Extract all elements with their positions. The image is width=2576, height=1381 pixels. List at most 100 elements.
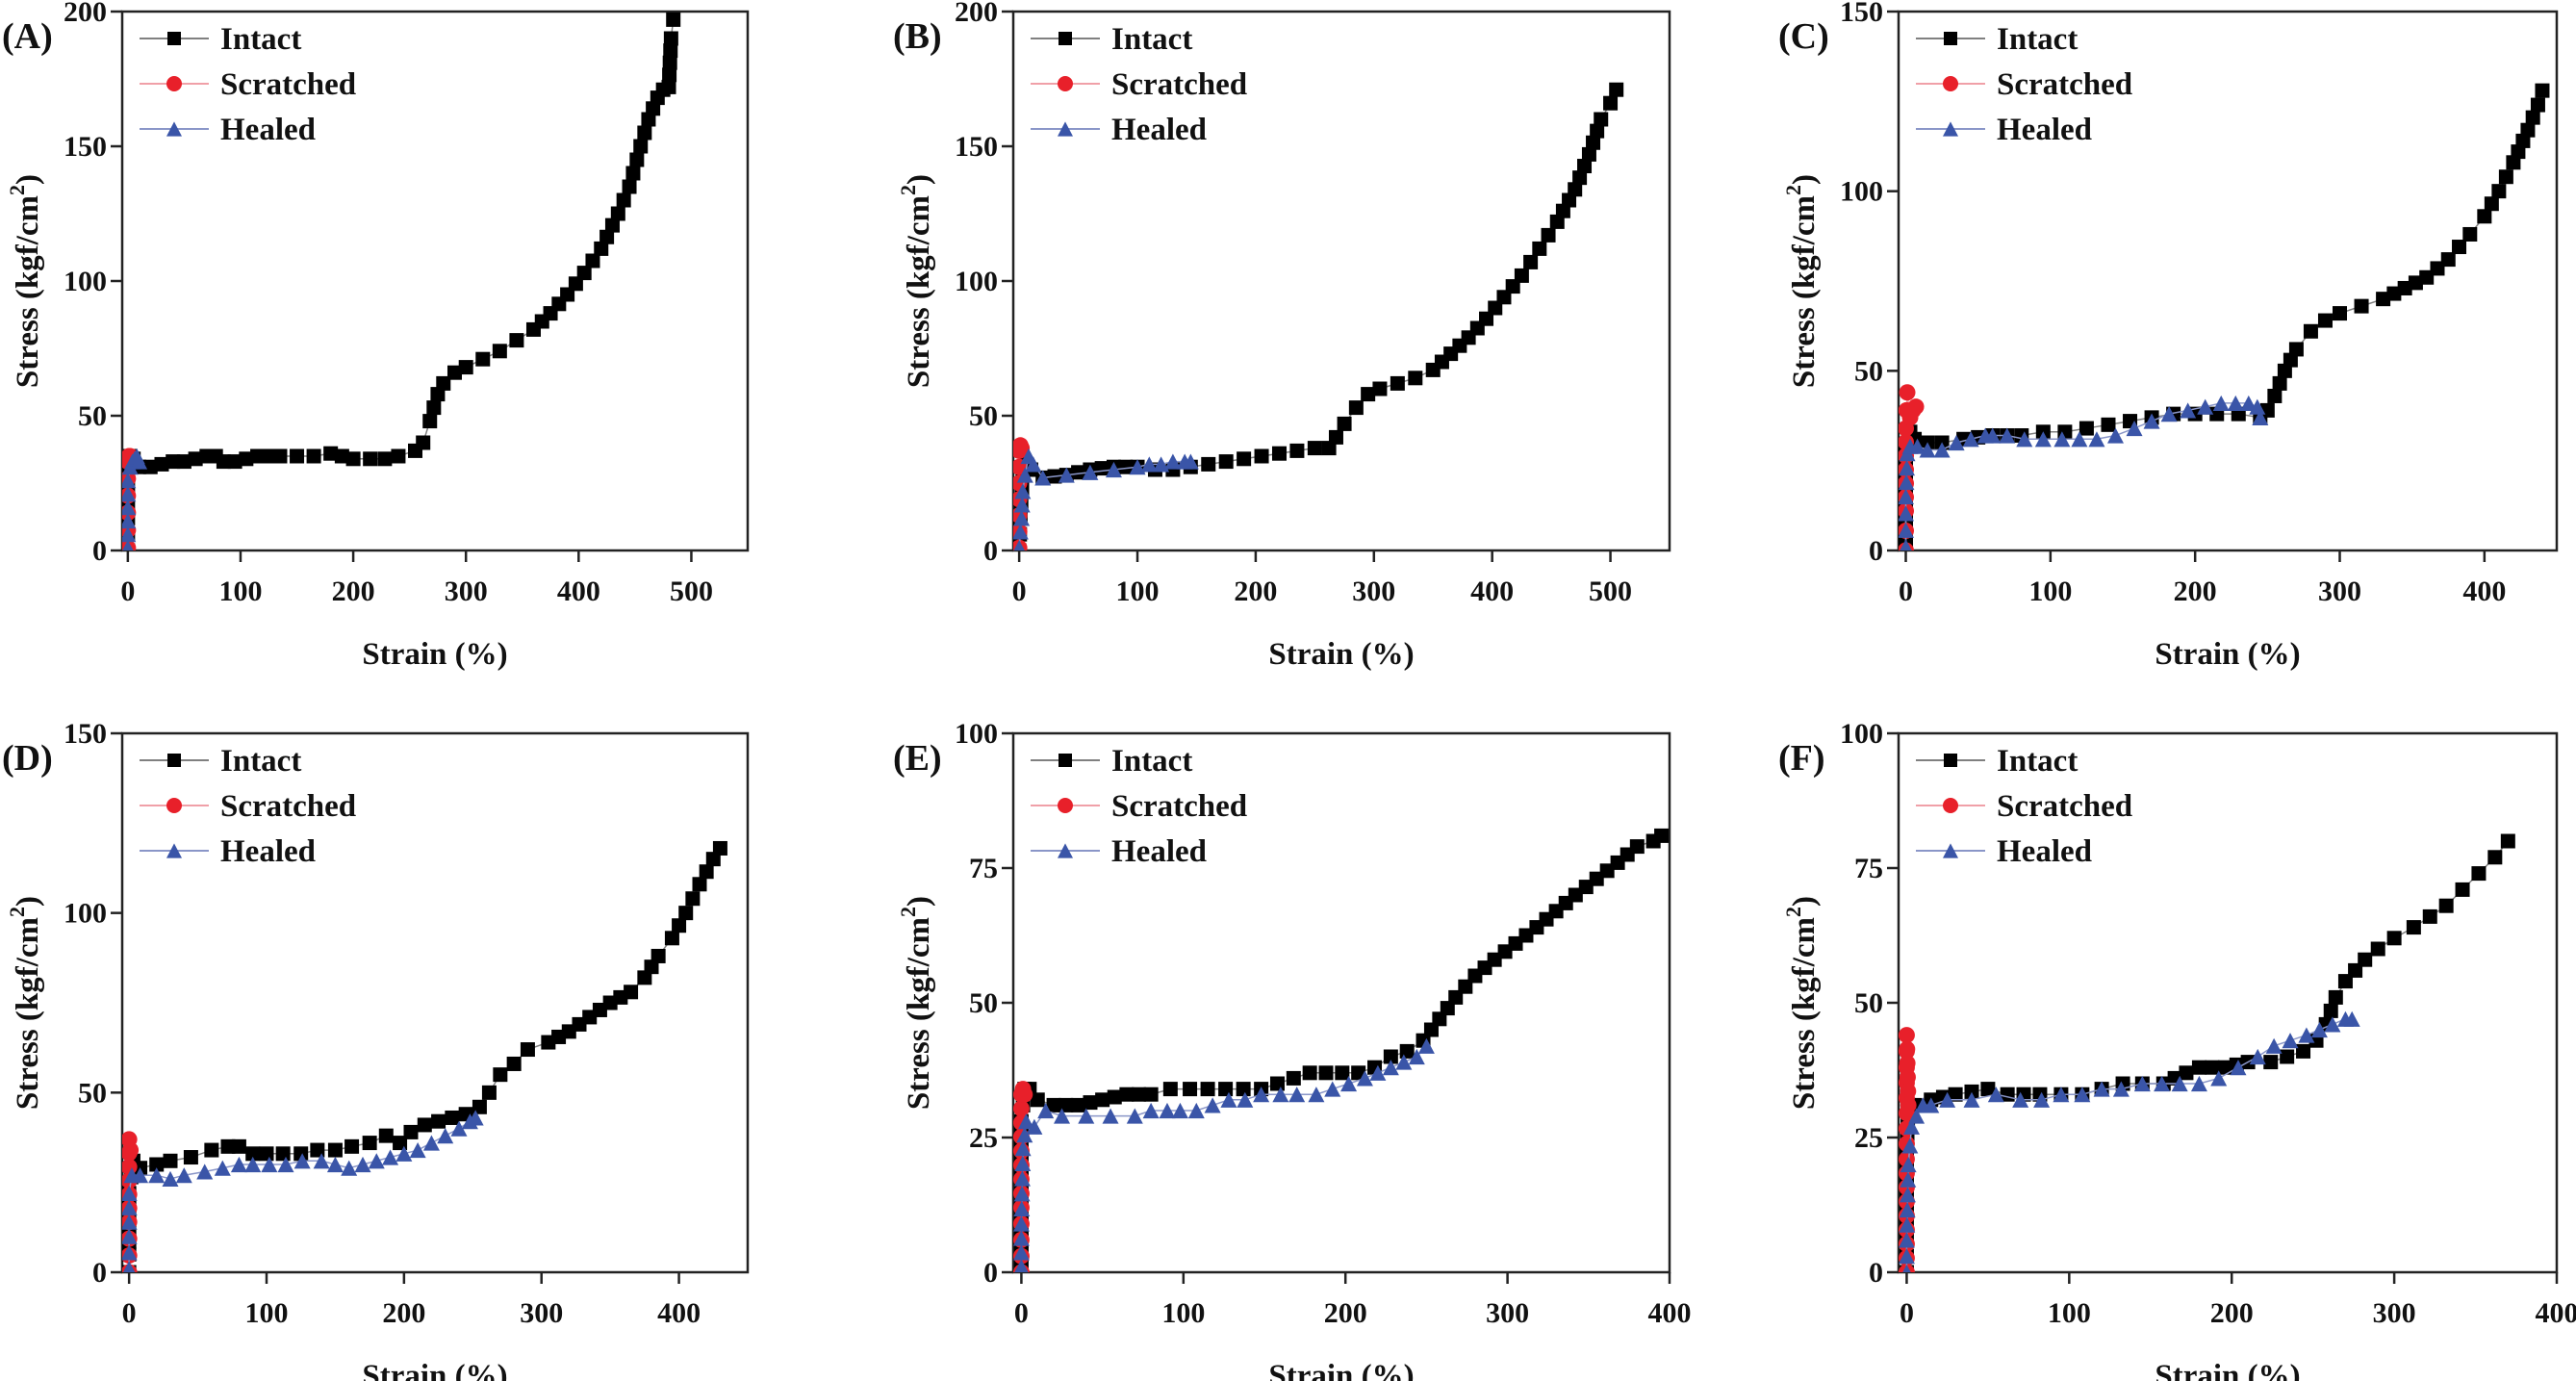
data-point-intact: [1095, 1092, 1110, 1108]
data-point-intact: [672, 918, 687, 933]
y-axis-title-close: ): [902, 174, 936, 185]
data-point-intact: [624, 985, 639, 1000]
data-point-healed: [1013, 1230, 1030, 1246]
data-point-healed: [1182, 453, 1199, 470]
y-axis-title-main: Stress (kgf/cm: [902, 917, 936, 1110]
x-tick-label: 0: [1014, 1297, 1029, 1329]
data-point-intact: [1335, 1065, 1350, 1081]
data-point-healed: [1013, 497, 1031, 513]
data-point-intact: [2491, 184, 2507, 199]
data-point-healed: [1919, 442, 1936, 458]
data-point-healed: [2106, 427, 2124, 444]
data-point-intact: [1654, 828, 1670, 843]
data-point-intact: [2205, 1060, 2220, 1075]
data-point-healed: [1382, 1060, 1399, 1076]
data-point-intact: [2535, 83, 2550, 98]
y-axis-title: Stress (kgf/cm2): [896, 174, 936, 388]
data-point-intact: [1383, 1049, 1398, 1064]
data-point-intact: [1254, 448, 1269, 464]
data-point-intact: [599, 229, 615, 244]
data-point-intact: [1572, 170, 1588, 186]
data-point-intact: [334, 448, 349, 464]
data-point-healed: [1899, 522, 1915, 538]
data-point-healed: [1272, 1087, 1289, 1103]
data-point-healed: [341, 1160, 358, 1176]
data-point-intact: [391, 448, 406, 464]
legend-marker-intact-icon: [167, 754, 181, 767]
series-line-intact: [128, 848, 722, 1272]
data-point-healed: [437, 1128, 454, 1144]
data-point-intact: [176, 454, 191, 470]
data-point-healed: [122, 473, 137, 489]
data-point-intact: [227, 454, 242, 470]
data-point-intact: [1070, 1097, 1085, 1112]
y-axis-title-superscript: 2: [896, 185, 920, 195]
data-point-intact: [1348, 400, 1364, 416]
legend-label-scratched: Scratched: [1111, 789, 1247, 824]
data-point-healed: [122, 1228, 138, 1244]
data-point-intact: [2280, 1049, 2295, 1064]
data-point-healed: [148, 1167, 166, 1184]
x-axis-title: Strain (%): [362, 637, 507, 672]
data-point-healed: [2154, 1075, 2171, 1092]
y-axis-title-main: Stress (kgf/cm: [1787, 917, 1822, 1110]
data-point-intact: [616, 192, 631, 208]
x-tick-label: 300: [2373, 1297, 2416, 1329]
y-tick-label: 50: [969, 987, 998, 1019]
y-tick-label: 50: [78, 400, 107, 432]
data-point-intact: [1399, 1043, 1415, 1059]
data-point-healed: [1237, 1091, 1254, 1108]
data-point-healed: [2074, 1087, 2091, 1103]
data-point-intact: [2422, 908, 2437, 924]
data-point-healed: [1058, 467, 1075, 483]
y-tick-label: 150: [64, 718, 107, 750]
data-point-healed: [1026, 1118, 1043, 1135]
data-point-healed: [1129, 459, 1146, 475]
x-tick-label: 300: [2318, 575, 2361, 607]
data-point-intact: [2386, 931, 2402, 946]
y-tick-label: 75: [1854, 853, 1883, 884]
data-point-healed: [1899, 1187, 1916, 1203]
data-point-intact: [2498, 169, 2513, 185]
legend-marker-healed-icon: [1943, 843, 1958, 858]
y-axis-title-main: Stress (kgf/cm: [1787, 195, 1822, 388]
data-point-healed: [1014, 1140, 1032, 1157]
data-point-healed: [1171, 1102, 1188, 1119]
panel-d: 0 100 200 300 400 0 50 100 150 Strain (%) Stress (…: [2, 718, 750, 1381]
data-point-healed: [1963, 1091, 1980, 1108]
data-point-healed: [2160, 406, 2178, 422]
data-point-intact: [259, 1146, 274, 1162]
data-point-healed: [450, 1120, 468, 1137]
data-point-healed: [122, 540, 134, 550]
x-tick-label: 0: [1012, 575, 1027, 607]
data-point-healed: [1408, 1048, 1425, 1065]
data-point-intact: [345, 451, 361, 467]
data-point-intact: [472, 1099, 487, 1114]
data-point-healed: [175, 1167, 192, 1184]
y-tick-label: 0: [92, 535, 107, 567]
data-point-scratched: [1900, 1083, 1917, 1100]
legend-label-intact: Intact: [220, 744, 301, 779]
x-tick-label: 100: [245, 1297, 289, 1329]
data-point-intact: [493, 1067, 508, 1083]
data-point-healed: [1204, 1097, 1221, 1113]
data-point-intact: [1236, 1082, 1251, 1097]
data-point-intact: [1119, 1087, 1135, 1102]
data-point-intact: [1577, 159, 1593, 174]
legend-label-scratched: Scratched: [220, 789, 356, 824]
legend-marker-scratched-icon: [1943, 76, 1958, 91]
data-point-healed: [2310, 1021, 2328, 1038]
legend-label-intact: Intact: [1997, 22, 2078, 57]
legend-label-healed: Healed: [220, 113, 316, 147]
data-point-intact: [663, 43, 678, 59]
data-point-intact: [594, 241, 609, 256]
data-point-intact: [417, 1117, 432, 1133]
series-healed: [1013, 448, 1199, 550]
legend-marker-intact-icon: [1944, 754, 1957, 767]
y-tick-label: 100: [1840, 718, 1883, 750]
data-point-healed: [2126, 420, 2143, 437]
data-point-intact: [520, 1042, 535, 1058]
y-tick-label: 0: [1869, 535, 1883, 567]
data-point-healed: [1013, 1170, 1031, 1187]
panel-label: (E): [893, 738, 942, 779]
